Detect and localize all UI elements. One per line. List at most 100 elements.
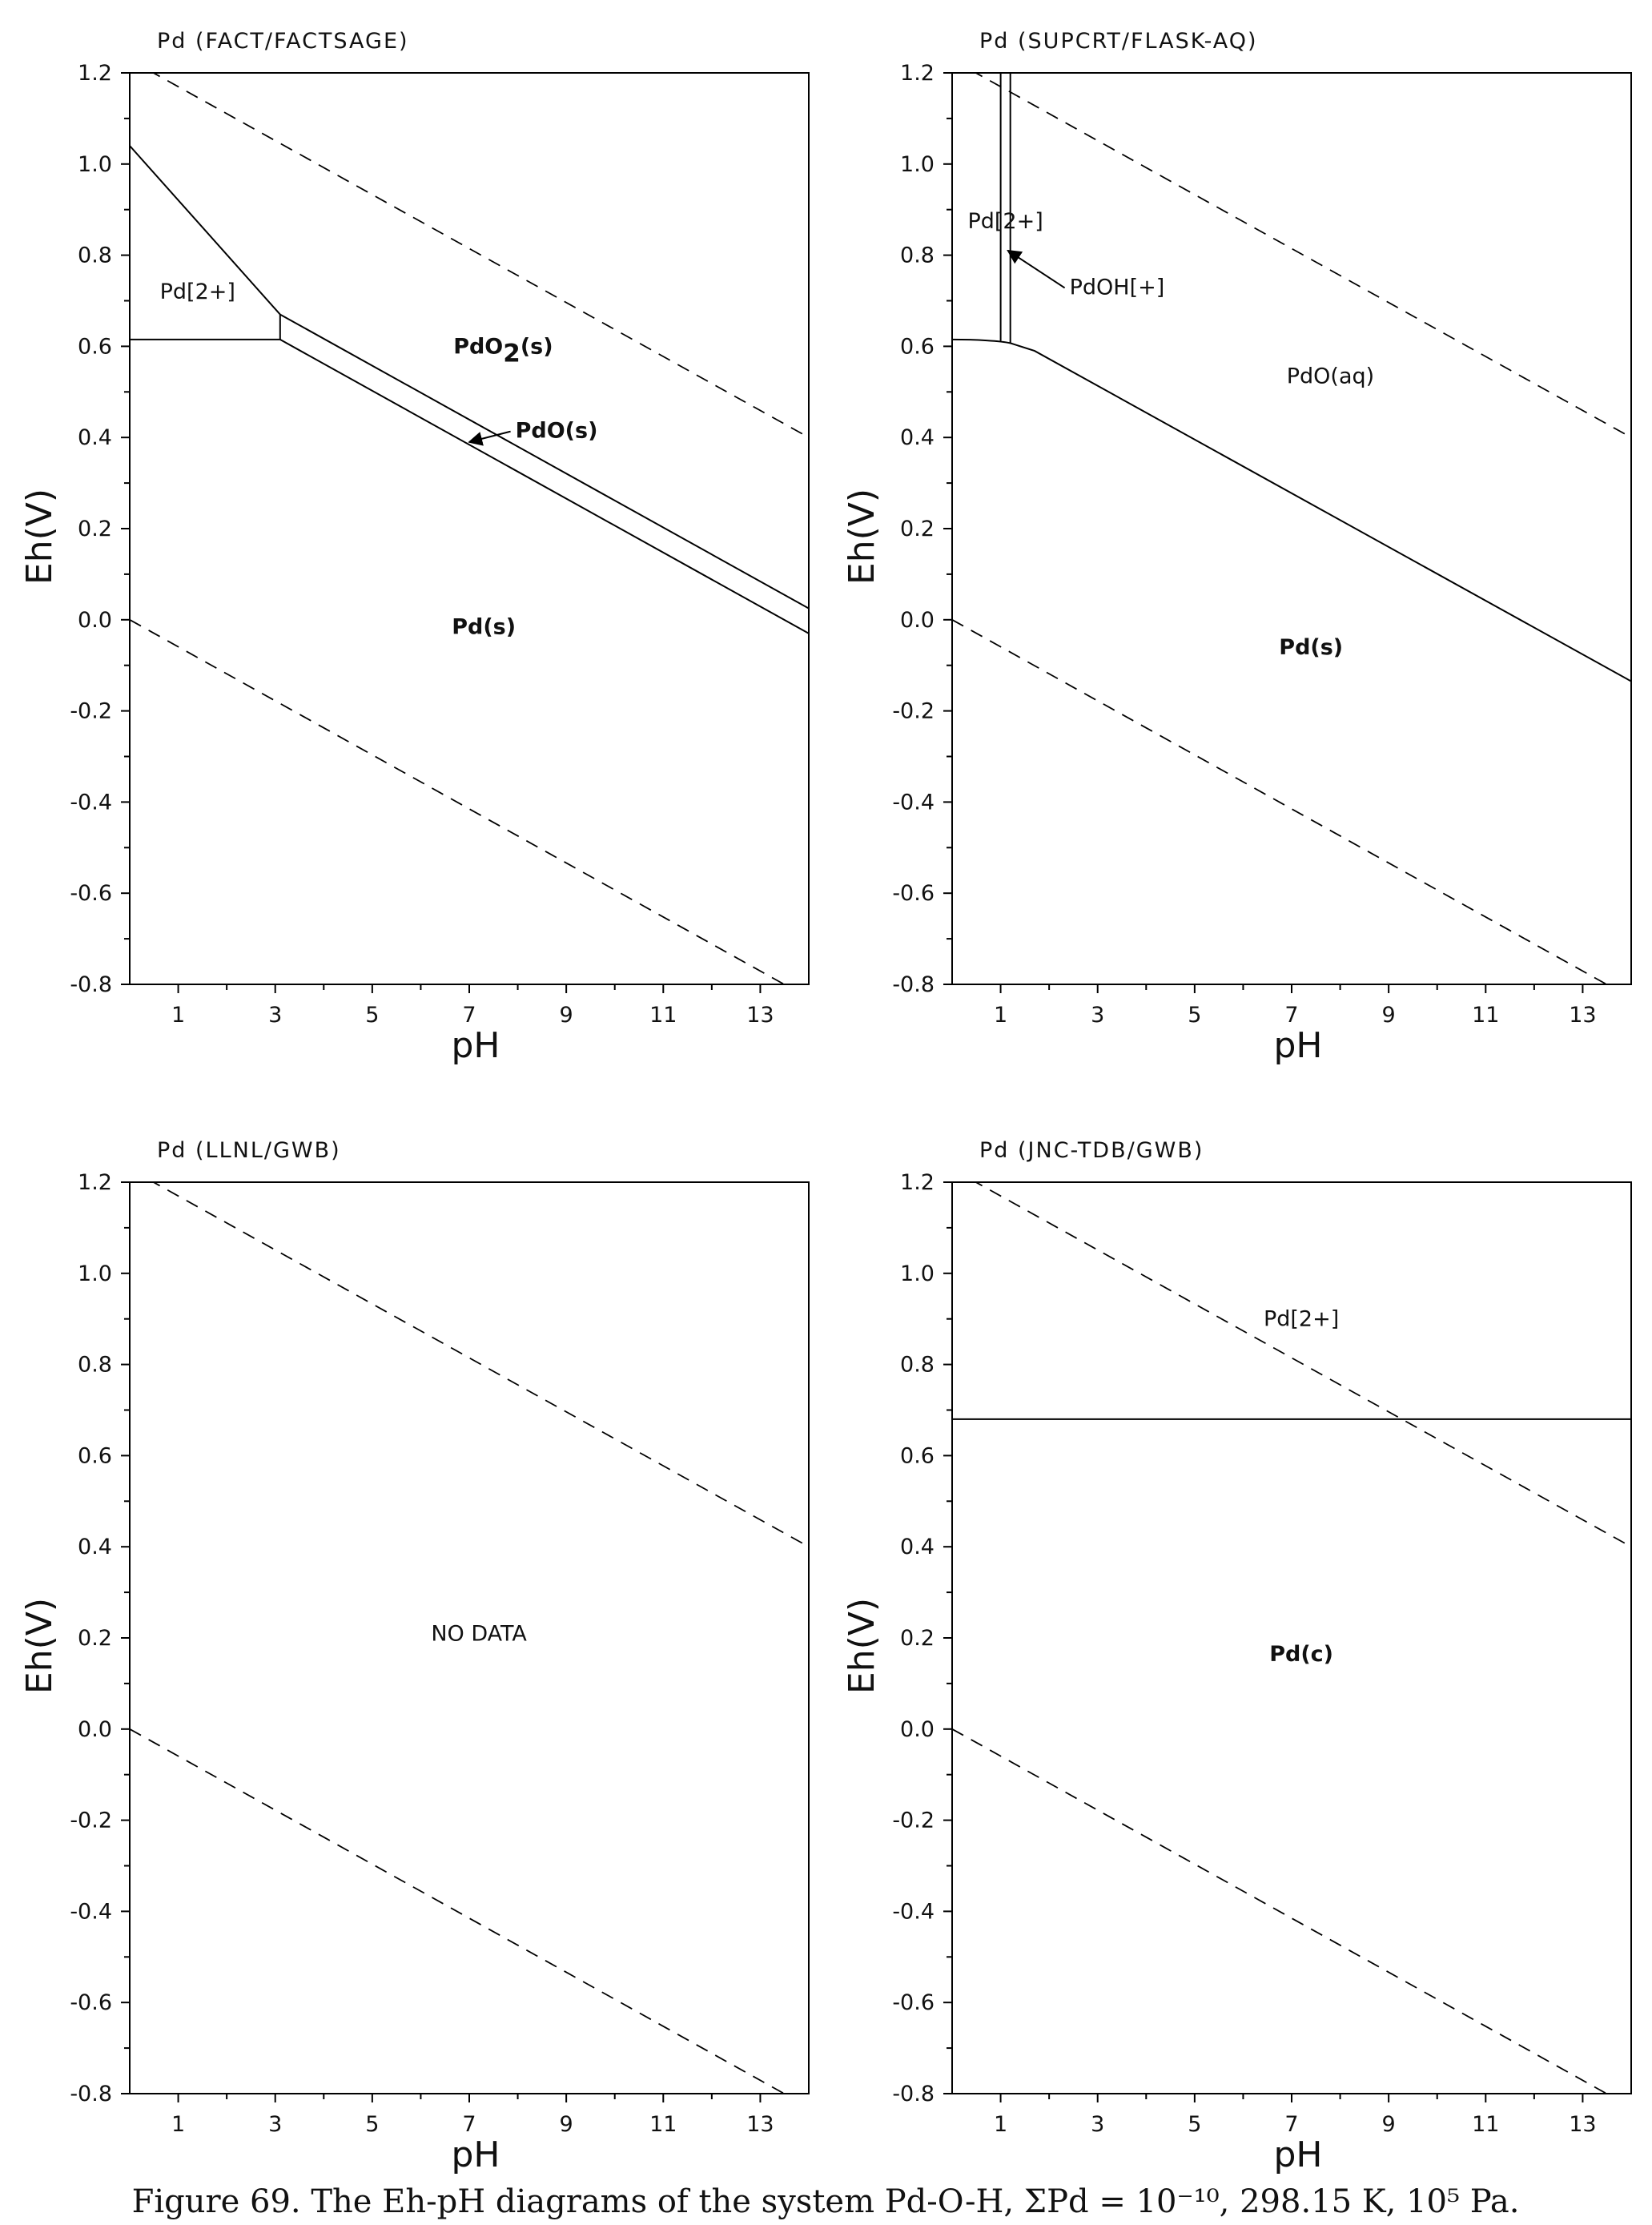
- y-tick-label: 0.4: [900, 425, 935, 450]
- y-tick-label: -0.2: [70, 699, 112, 724]
- x-tick-label: 5: [365, 1003, 379, 1028]
- chart-panel-1: Pd (FACT/FACTSAGE) -0.8 -0.6 -0.4 -0.2 0.0 0.2…: [19, 29, 810, 1066]
- x-tick-label: 7: [1284, 1003, 1298, 1028]
- chart-title: Pd (JNC-TDB/GWB): [979, 1138, 1204, 1163]
- water-stability-line: [974, 1182, 1631, 1547]
- y-tick-label: 0.6: [78, 1443, 112, 1468]
- y-tick-label: 0.4: [900, 1535, 935, 1559]
- x-tick-label: 11: [1472, 1003, 1499, 1028]
- y-tick-label: -0.8: [892, 972, 935, 997]
- y-tick-label: -0.8: [892, 2082, 935, 2106]
- label-main: PdO: [453, 334, 503, 359]
- chart-panel-3: Pd (LLNL/GWB) -0.8 -0.6 -0.4 -0.2 0.0 0.2 0.4 0.…: [19, 1138, 810, 2175]
- x-tick-label: 1: [994, 2112, 1007, 2137]
- y-tick-label: -0.6: [892, 881, 935, 906]
- y-tick-label: 0.2: [78, 517, 112, 541]
- y-tick-label: 1.2: [900, 61, 935, 86]
- y-tick-label: -0.6: [70, 1990, 112, 2015]
- label-pointer-arrow: [468, 430, 511, 446]
- x-axis-label: pH: [451, 2134, 500, 2175]
- y-tick-label: 0.6: [78, 334, 112, 359]
- y-tick-label: -0.2: [892, 699, 935, 724]
- x-axis-label: pH: [1273, 2134, 1322, 2175]
- y-tick-label: 0.8: [900, 1353, 935, 1378]
- y-tick-label: -0.8: [70, 2082, 112, 2106]
- y-tick-label: 0.4: [78, 425, 112, 450]
- x-tick-label: 13: [746, 1003, 774, 1028]
- y-tick-label: -0.8: [70, 972, 112, 997]
- y-tick-label: 1.0: [78, 152, 112, 177]
- water-stability-line: [151, 73, 809, 438]
- y-tick-label: 0.8: [78, 243, 112, 268]
- y-tick-label: 0.8: [78, 1353, 112, 1378]
- x-tick-label: 3: [1091, 1003, 1104, 1028]
- y-tick-label: 0.2: [900, 517, 935, 541]
- x-tick-label: 3: [268, 1003, 282, 1028]
- y-tick-label: -0.4: [892, 1899, 935, 1924]
- y-axis-label: Eh(V): [19, 489, 60, 585]
- x-tick-label: 1: [171, 1003, 185, 1028]
- y-tick-label: 1.2: [900, 1170, 935, 1195]
- chart-panel-2: Pd (SUPCRT/FLASK-AQ) -0.8 -0.6 -0.4 -0.2 0.0 0…: [842, 29, 1632, 1066]
- water-stability-line: [952, 619, 1609, 984]
- x-tick-label: 5: [1188, 2112, 1201, 2137]
- region-label-pdo2-s: PdO2(s): [453, 334, 553, 368]
- region-label-pd-2: Pd[2+]: [160, 280, 235, 304]
- y-tick-label: 0.2: [900, 1626, 935, 1651]
- x-tick-label: 11: [649, 2112, 677, 2137]
- x-tick-label: 9: [560, 1003, 573, 1028]
- water-stability-line: [151, 1182, 809, 1547]
- x-tick-label: 5: [365, 2112, 379, 2137]
- chart-title: Pd (LLNL/GWB): [157, 1138, 341, 1163]
- y-tick-label: 0.0: [78, 608, 112, 633]
- y-tick-label: -0.4: [70, 1899, 112, 1924]
- y-tick-label: -0.2: [892, 1809, 935, 1833]
- x-tick-label: 7: [1284, 2112, 1298, 2137]
- region-label-pdoh: PdOH[+]: [1070, 275, 1165, 300]
- plot-frame: [129, 72, 810, 985]
- y-tick-label: 0.0: [900, 1717, 935, 1742]
- region-label-pd-s: Pd(s): [452, 614, 516, 639]
- x-tick-label: 7: [462, 1003, 476, 1028]
- label-tail: (s): [521, 334, 553, 359]
- region-label-pd-c: Pd(c): [1269, 1642, 1333, 1667]
- y-tick-label: -0.4: [70, 790, 112, 815]
- figure-caption: Figure 69. The Eh-pH diagrams of the sys…: [132, 2183, 1520, 2220]
- x-tick-label: 13: [1569, 1003, 1596, 1028]
- x-tick-label: 13: [746, 2112, 774, 2137]
- region-label-pd-2: Pd[2+]: [967, 209, 1043, 234]
- y-tick-label: -0.6: [892, 1990, 935, 2015]
- y-tick-label: 1.0: [900, 1261, 935, 1286]
- water-stability-line: [130, 619, 786, 984]
- y-axis-label: Eh(V): [19, 1598, 60, 1694]
- x-tick-label: 1: [994, 1003, 1007, 1028]
- x-tick-label: 9: [560, 2112, 573, 2137]
- y-tick-label: -0.4: [892, 790, 935, 815]
- x-tick-label: 11: [649, 1003, 677, 1028]
- region-label-pdo-s: PdO(s): [516, 419, 598, 444]
- y-tick-label: 1.2: [78, 1170, 112, 1195]
- x-tick-label: 1: [171, 2112, 185, 2137]
- x-tick-label: 9: [1382, 2112, 1396, 2137]
- y-tick-label: 0.6: [900, 1443, 935, 1468]
- label-subscript: 2: [503, 339, 521, 368]
- y-tick-label: -0.2: [70, 1809, 112, 1833]
- y-axis-label: Eh(V): [842, 1598, 882, 1694]
- y-tick-label: 0.0: [900, 608, 935, 633]
- x-tick-label: 9: [1382, 1003, 1396, 1028]
- x-tick-label: 7: [462, 2112, 476, 2137]
- y-tick-label: 0.8: [900, 243, 935, 268]
- y-tick-label: 1.0: [900, 152, 935, 177]
- chart-panel-4: Pd (JNC-TDB/GWB) -0.8 -0.6 -0.4 -0.2 0.0 0.2 0.…: [842, 1138, 1632, 2175]
- plot-frame: [951, 72, 1632, 985]
- y-tick-label: -0.6: [70, 881, 112, 906]
- x-axis-label: pH: [451, 1025, 500, 1066]
- phase-boundary-line: [279, 313, 809, 610]
- chart-panels: Pd (FACT/FACTSAGE) -0.8 -0.6 -0.4 -0.2 0.0 0.2…: [19, 29, 1632, 2175]
- y-tick-label: 0.4: [78, 1535, 112, 1559]
- y-tick-label: 0.0: [78, 1717, 112, 1742]
- x-tick-label: 5: [1188, 1003, 1201, 1028]
- phase-boundary-line: [130, 145, 281, 316]
- x-tick-label: 13: [1569, 2112, 1596, 2137]
